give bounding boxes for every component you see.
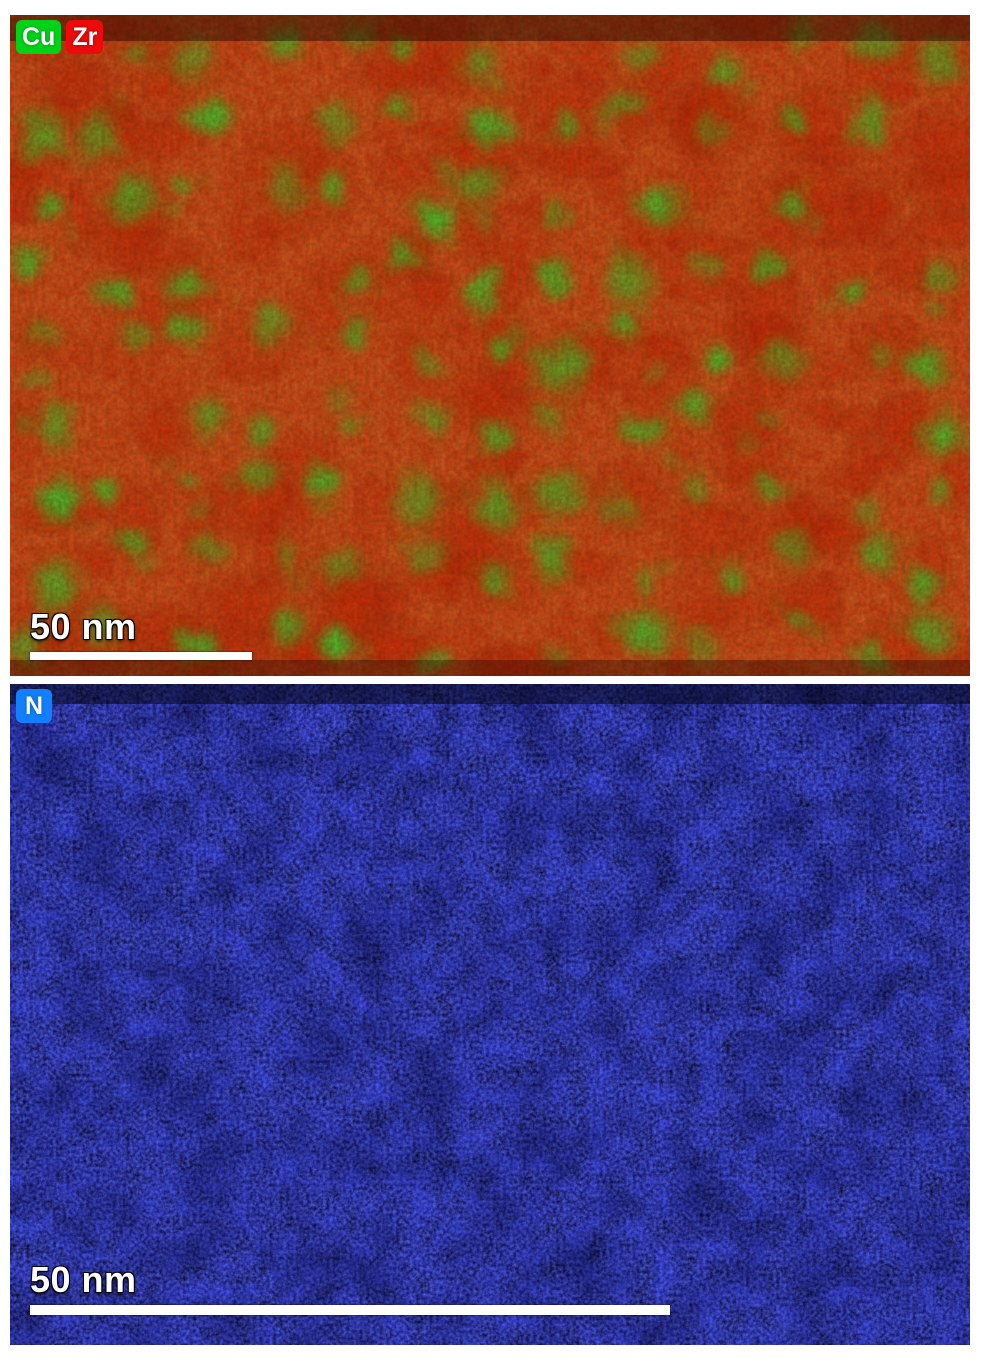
legend-chip-zr: Zr [66,20,104,54]
panel-n-map: N 50 nm [10,684,970,1345]
n-map-image [10,684,970,1345]
scalebar-line-n [30,1305,670,1315]
scalebar-label-n: 50 nm [30,1259,137,1300]
scalebar-line-cu-zr [30,652,252,660]
scalebar-n: 50 nm [30,1262,670,1315]
legend-cu-zr: Cu Zr [16,20,104,54]
scalebar-cu-zr: 50 nm [30,609,252,660]
cu-zr-map-image [10,15,970,676]
panel-divider [0,676,994,684]
legend-chip-n: N [16,689,52,723]
scalebar-label-cu-zr: 50 nm [30,606,137,647]
panel-cu-zr-map: Cu Zr 50 nm [10,15,970,676]
legend-n: N [16,689,52,723]
legend-chip-cu: Cu [16,20,62,54]
